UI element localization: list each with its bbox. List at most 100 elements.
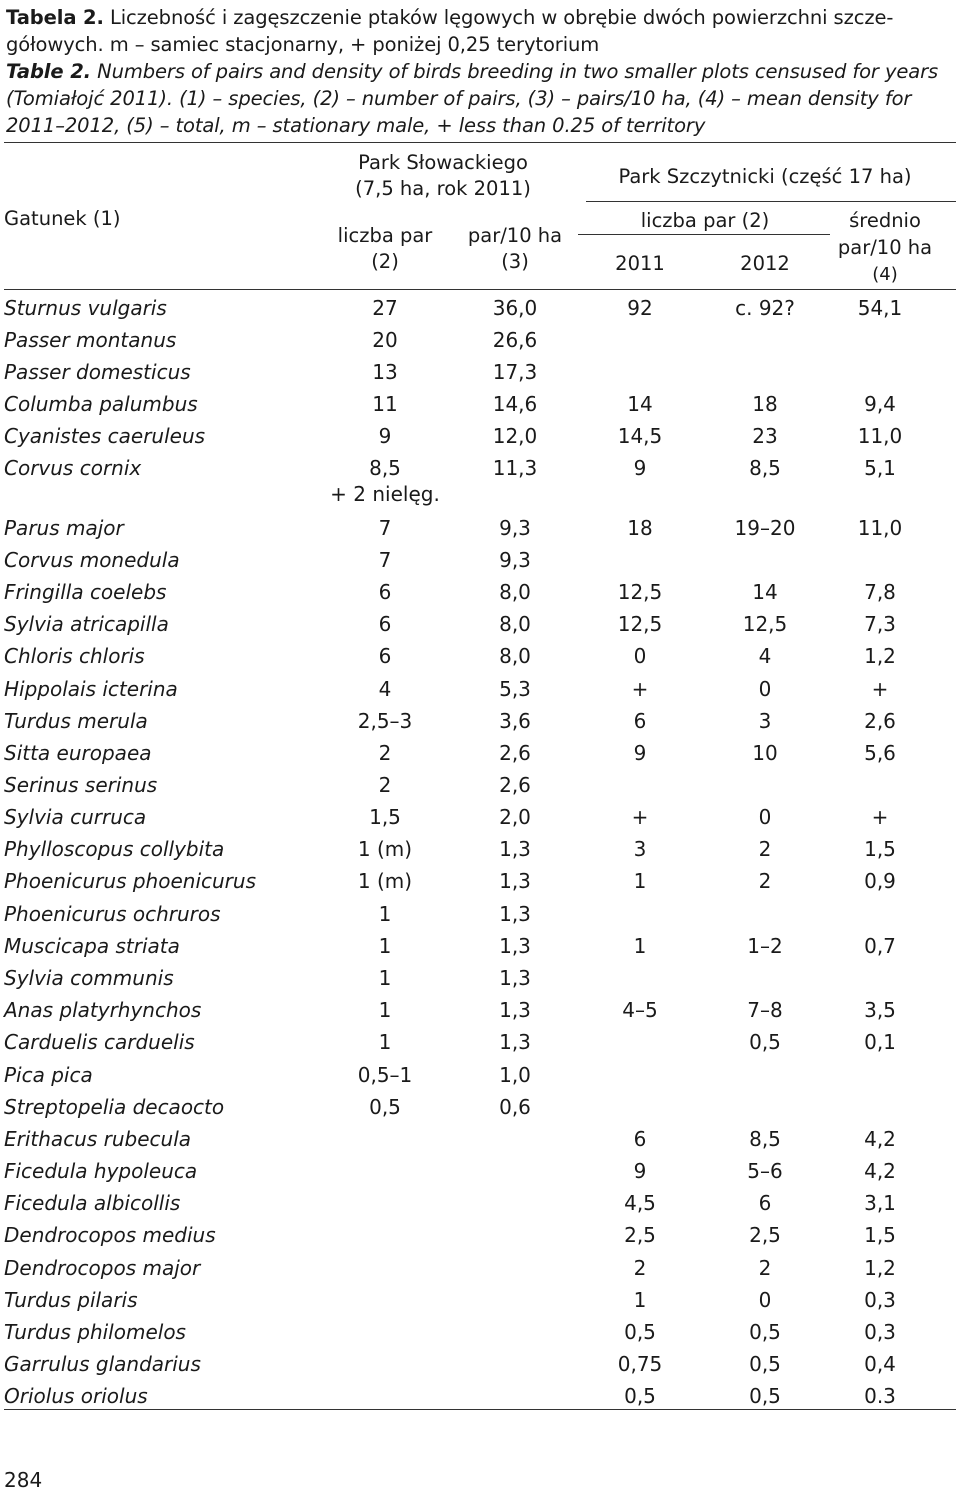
- species-name: Anas platyrhynchos: [4, 998, 202, 1022]
- density-value: 1,3: [499, 934, 531, 958]
- pairs-2011-value: 6: [633, 709, 647, 733]
- pairs-2011-value: 3: [633, 837, 647, 861]
- density-value: 2,0: [499, 805, 531, 829]
- species-name: Pica pica: [4, 1063, 93, 1087]
- pairs-value: 13: [372, 360, 398, 384]
- pairs-value: 1: [378, 966, 392, 990]
- pairs-2011-value: 12,5: [617, 612, 663, 636]
- mean-density-value: 5,6: [864, 741, 896, 765]
- species-name: Streptopelia decaocto: [4, 1095, 225, 1119]
- pairs-2011-value: +: [631, 805, 649, 829]
- mean-density-value: 11,0: [857, 516, 903, 540]
- pairs-2011-value: +: [631, 677, 649, 701]
- pairs-2011-value: 9: [633, 741, 647, 765]
- density-value: 2,6: [499, 773, 531, 797]
- mean-density-value: 3,5: [864, 998, 896, 1022]
- density-value: 26,6: [492, 328, 538, 352]
- header-park1-pairs-num: (2): [371, 250, 399, 273]
- density-value: 8,0: [499, 612, 531, 636]
- mean-density-value: 4,2: [864, 1159, 896, 1183]
- pairs-value: 1: [378, 1030, 392, 1054]
- table-top-rule: [4, 142, 956, 143]
- pairs-2012-value: 14: [752, 580, 778, 604]
- pairs-2011-value: 2,5: [624, 1223, 656, 1247]
- caption-text-en-3: 2011–2012, (5) – total, m – stationary m…: [6, 114, 706, 137]
- header-park2-rule: [586, 201, 956, 202]
- pairs-value: 1: [378, 902, 392, 926]
- pairs-value: 1,5: [369, 805, 401, 829]
- pairs-value: 6: [378, 644, 392, 668]
- density-value: 1,3: [499, 998, 531, 1022]
- pairs-2012-value: 2: [758, 837, 772, 861]
- pairs-value: 6: [378, 580, 392, 604]
- pairs-value: 27: [372, 296, 398, 320]
- mean-density-value: 7,8: [864, 580, 896, 604]
- species-name: Dendrocopos major: [4, 1256, 201, 1280]
- mean-density-value: 0,1: [864, 1030, 896, 1054]
- pairs-2012-value: 5–6: [747, 1159, 783, 1183]
- header-park1-density: par/10 ha: [467, 224, 563, 247]
- pairs-2012-value: 7–8: [747, 998, 783, 1022]
- density-value: 36,0: [492, 296, 538, 320]
- pairs-2012-value: 0: [758, 805, 772, 829]
- species-name: Sylvia curruca: [4, 805, 147, 829]
- mean-density-value: 5,1: [864, 456, 896, 480]
- pairs-2012-value: 0: [758, 1288, 772, 1312]
- mean-density-value: 7,3: [864, 612, 896, 636]
- mean-density-value: 0,7: [864, 934, 896, 958]
- pairs-value: 4: [378, 677, 392, 701]
- mean-density-value: 9,4: [864, 392, 896, 416]
- mean-density-value: 0,9: [864, 869, 896, 893]
- pairs-2012-value: 23: [752, 424, 778, 448]
- species-name: Ficedula albicollis: [4, 1191, 181, 1215]
- density-value: 14,6: [492, 392, 538, 416]
- species-name: Sylvia atricapilla: [4, 612, 169, 636]
- pairs-2011-value: 14: [627, 392, 653, 416]
- density-value: 1,3: [499, 966, 531, 990]
- pairs-value: 0,5: [369, 1095, 401, 1119]
- pairs-value: 8,5: [369, 456, 401, 480]
- header-year-2011: 2011: [615, 252, 665, 275]
- species-name: Phoenicurus ochruros: [4, 902, 221, 926]
- pairs-2011-value: 6: [633, 1127, 647, 1151]
- pairs-value: 20: [372, 328, 398, 352]
- pairs-value: 7: [378, 548, 392, 572]
- species-name: Oriolus oriolus: [4, 1384, 148, 1408]
- mean-density-value: 0,3: [864, 1288, 896, 1312]
- pairs-2012-value: 0,5: [749, 1352, 781, 1376]
- pairs-value: 2: [378, 741, 392, 765]
- header-park2-name: Park Szczytnicki (część 17 ha): [618, 165, 912, 188]
- species-name: Parus major: [4, 516, 124, 540]
- pairs-2011-value: 4,5: [624, 1191, 656, 1215]
- mean-density-value: +: [871, 677, 889, 701]
- species-name: Garrulus glandarius: [4, 1352, 201, 1376]
- density-value: 9,3: [499, 516, 531, 540]
- table-caption: Tabela 2. Liczebność i zagęszczenie ptak…: [6, 4, 956, 139]
- species-name: Phoenicurus phoenicurus: [4, 869, 256, 893]
- species-name: Dendrocopos medius: [4, 1223, 216, 1247]
- caption-text-pl-2: gółowych. m – samiec stacjonarny, + poni…: [6, 33, 600, 56]
- species-name: Sitta europaea: [4, 741, 152, 765]
- density-value: 1,3: [499, 1030, 531, 1054]
- species-name: Turdus philomelos: [4, 1320, 186, 1344]
- pairs-value: 1 (m): [357, 837, 413, 861]
- pairs-value: 1 (m): [357, 869, 413, 893]
- density-value: 1,0: [499, 1063, 531, 1087]
- density-value: 11,3: [492, 456, 538, 480]
- density-value: 1,3: [499, 902, 531, 926]
- pairs-value: 7: [378, 516, 392, 540]
- pairs-value: 2,5–3: [357, 709, 413, 733]
- mean-density-value: 0.3: [864, 1384, 896, 1408]
- species-name: Sturnus vulgaris: [4, 296, 167, 320]
- pairs-2012-value: 18: [752, 392, 778, 416]
- pairs-2012-value: 8,5: [749, 1127, 781, 1151]
- header-park1-name: Park Słowackiego: [358, 151, 528, 174]
- pairs-2011-value: 0,5: [624, 1384, 656, 1408]
- mean-density-value: 3,1: [864, 1191, 896, 1215]
- header-species: Gatunek (1): [4, 207, 121, 230]
- density-value: 0,6: [499, 1095, 531, 1119]
- pairs-2012-value: 2,5: [749, 1223, 781, 1247]
- pairs-2012-value: 6: [758, 1191, 772, 1215]
- pairs-value: 2: [378, 773, 392, 797]
- species-name: Muscicapa striata: [4, 934, 180, 958]
